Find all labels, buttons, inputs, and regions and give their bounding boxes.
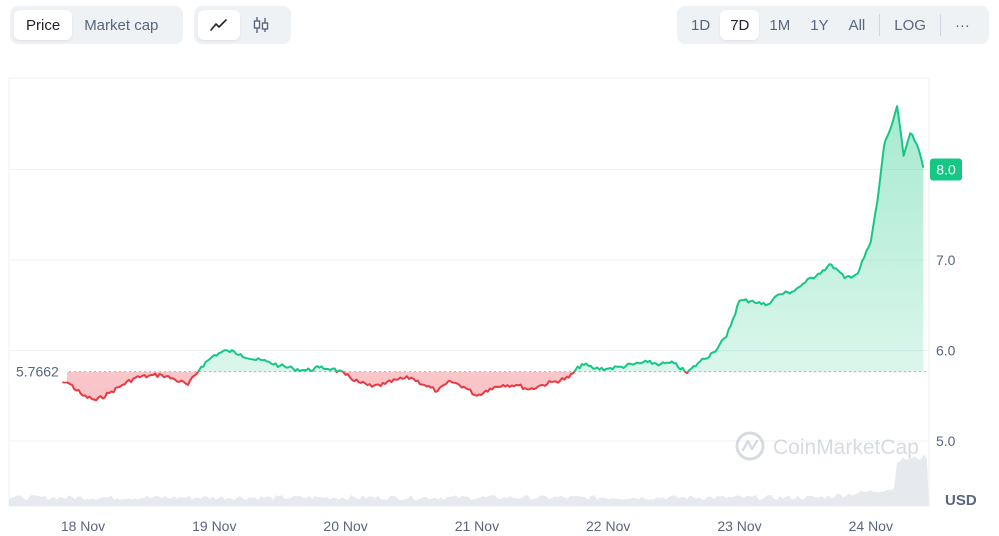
toolbar-divider <box>939 14 941 36</box>
y-axis: 5.0 6.0 7.0 <box>936 252 956 449</box>
range-1d[interactable]: 1D <box>691 16 711 34</box>
area-below-baseline <box>43 371 924 401</box>
price-line-up <box>43 105 925 372</box>
candlestick-chart-button[interactable] <box>240 10 282 40</box>
range-7d[interactable]: 7D <box>720 10 760 40</box>
y-tick-label: 7.0 <box>936 252 956 268</box>
coinmarketcap-watermark: CoinMarketCap <box>735 431 919 461</box>
range-1y[interactable]: 1Y <box>810 16 829 34</box>
x-tick-label: 23 Nov <box>717 518 761 534</box>
current-price-value: 8.0 <box>936 162 956 178</box>
line-chart-icon <box>210 19 227 31</box>
x-tick-label: 18 Nov <box>61 518 105 534</box>
price-line-down <box>43 371 690 402</box>
log-scale-button[interactable]: LOG <box>894 16 926 34</box>
y-tick-label: 5.0 <box>936 433 956 449</box>
x-tick-label: 21 Nov <box>455 518 499 534</box>
volume-area <box>9 454 929 506</box>
time-range-toggle: 1D 7D 1M 1Y All LOG ··· <box>677 6 989 44</box>
view-toggle: Price Market cap <box>10 6 183 44</box>
more-options-button[interactable]: ··· <box>945 10 980 40</box>
x-tick-label: 20 Nov <box>323 518 367 534</box>
candlestick-icon <box>253 17 269 33</box>
x-tick-label: 19 Nov <box>192 518 236 534</box>
line-chart-button[interactable] <box>198 10 240 40</box>
range-all[interactable]: All <box>848 16 866 34</box>
more-icon: ··· <box>954 16 970 34</box>
currency-label: USD <box>945 492 977 509</box>
range-1m[interactable]: 1M <box>769 16 791 34</box>
toolbar-divider <box>879 14 881 36</box>
area-above-baseline <box>43 106 924 372</box>
tab-price[interactable]: Price <box>14 10 73 40</box>
current-price-tag: 8.0 <box>930 158 962 181</box>
chart-type-toggle <box>194 6 291 44</box>
watermark-text: CoinMarketCap <box>773 436 919 459</box>
baseline-value: 5.7662 <box>16 364 59 380</box>
x-axis: 18 Nov 19 Nov 20 Nov 21 Nov 22 Nov 23 Nov 24 N… <box>61 518 893 534</box>
y-tick-label: 6.0 <box>936 343 956 359</box>
tab-market-cap[interactable]: Market cap <box>84 16 159 34</box>
baseline-label: 5.7662 <box>9 361 67 382</box>
x-tick-label: 24 Nov <box>849 518 893 534</box>
x-tick-label: 22 Nov <box>586 518 630 534</box>
volume-bars <box>9 454 929 506</box>
